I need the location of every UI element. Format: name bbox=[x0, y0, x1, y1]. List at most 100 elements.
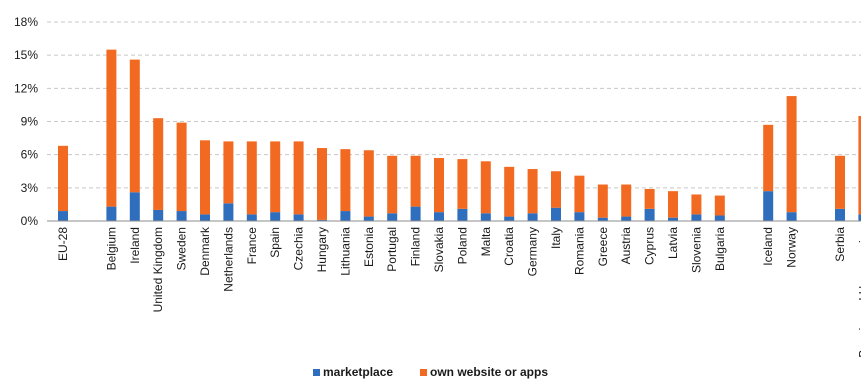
bar-latvia-own-website-or-apps bbox=[668, 191, 678, 218]
x-label-netherlands: Netherlands bbox=[221, 227, 235, 292]
bar-slovenia-own-website-or-apps bbox=[691, 194, 702, 215]
x-label-greece: Greece bbox=[596, 227, 610, 267]
x-label-eu-28: EU-28 bbox=[56, 227, 70, 261]
bar-hungary-own-website-or-apps bbox=[317, 148, 327, 220]
bar-eu-28-marketplace bbox=[58, 211, 68, 221]
bar-finland-own-website-or-apps bbox=[410, 155, 421, 207]
bar-united-kingdom-marketplace bbox=[153, 209, 164, 221]
bar-bulgaria-marketplace bbox=[714, 215, 725, 221]
bar-iceland-marketplace bbox=[763, 191, 774, 221]
x-label-romania: Romania bbox=[572, 227, 586, 275]
y-tick-label-9: 9% bbox=[21, 115, 39, 129]
y-tick-label-18: 18% bbox=[14, 15, 38, 29]
bar-iceland-own-website-or-apps bbox=[763, 124, 774, 192]
legend-swatch-marketplace bbox=[313, 369, 320, 376]
legend-label-own-website-or-apps: own website or apps bbox=[430, 365, 548, 379]
bar-lithuania-own-website-or-apps bbox=[340, 149, 351, 212]
bar-austria-marketplace bbox=[621, 216, 632, 221]
y-tick-label-3: 3% bbox=[21, 181, 39, 195]
x-label-bulgaria: Bulgaria bbox=[713, 227, 727, 271]
bar-romania-own-website-or-apps bbox=[574, 175, 585, 213]
y-tick-label-0: 0% bbox=[21, 214, 39, 228]
bar-ireland-own-website-or-apps bbox=[129, 59, 140, 193]
bar-cyprus-marketplace bbox=[644, 208, 655, 221]
bar-denmark-own-website-or-apps bbox=[200, 140, 210, 215]
x-label-malta: Malta bbox=[479, 227, 493, 257]
legend-swatch-own-website-or-apps bbox=[420, 369, 427, 376]
bar-bosnia-and-herzegovina-own-website-or-apps bbox=[858, 115, 861, 215]
y-tick-label-15: 15% bbox=[14, 48, 38, 62]
bar-ireland-marketplace bbox=[129, 192, 140, 221]
x-label-united-kingdom: United Kingdom bbox=[151, 227, 165, 312]
bar-croatia-marketplace bbox=[504, 216, 515, 221]
bar-italy-own-website-or-apps bbox=[551, 171, 561, 208]
gridlines bbox=[47, 21, 861, 189]
bar-bulgaria-own-website-or-apps bbox=[714, 195, 725, 216]
bar-denmark-marketplace bbox=[200, 214, 210, 221]
bar-netherlands-own-website-or-apps bbox=[223, 141, 234, 204]
bar-czechia-marketplace bbox=[293, 214, 304, 221]
x-label-lithuania: Lithuania bbox=[338, 227, 352, 276]
bar-spain-marketplace bbox=[270, 212, 281, 221]
x-label-latvia: Latvia bbox=[666, 227, 680, 259]
bar-italy-marketplace bbox=[551, 207, 561, 221]
x-label-belgium: Belgium bbox=[104, 227, 118, 270]
bar-serbia-marketplace bbox=[835, 208, 845, 221]
bars bbox=[58, 49, 861, 221]
bar-france-marketplace bbox=[246, 214, 257, 221]
bar-united-kingdom-own-website-or-apps bbox=[153, 118, 164, 210]
bar-hungary-marketplace bbox=[317, 219, 327, 221]
bar-poland-marketplace bbox=[457, 208, 468, 221]
bar-greece-marketplace bbox=[597, 217, 608, 221]
bar-slovakia-own-website-or-apps bbox=[434, 157, 444, 213]
bar-croatia-own-website-or-apps bbox=[504, 166, 515, 217]
x-label-poland: Poland bbox=[455, 227, 469, 264]
bar-serbia-own-website-or-apps bbox=[835, 155, 845, 209]
bar-norway-marketplace bbox=[786, 212, 797, 221]
x-label-croatia: Croatia bbox=[502, 227, 516, 266]
bar-malta-marketplace bbox=[480, 213, 491, 221]
bar-belgium-own-website-or-apps bbox=[106, 49, 117, 207]
x-label-slovakia: Slovakia bbox=[432, 227, 446, 273]
bar-belgium-marketplace bbox=[106, 206, 117, 221]
bar-slovenia-marketplace bbox=[691, 214, 702, 221]
legend: marketplace own website or apps bbox=[313, 365, 548, 379]
bar-finland-marketplace bbox=[410, 206, 421, 221]
x-label-spain: Spain bbox=[268, 227, 282, 258]
x-label-iceland: Iceland bbox=[761, 227, 775, 266]
x-label-hungary: Hungary bbox=[315, 227, 329, 272]
x-label-austria: Austria bbox=[619, 227, 633, 265]
bar-estonia-marketplace bbox=[363, 216, 374, 221]
x-label-finland: Finland bbox=[409, 227, 423, 266]
bar-germany-own-website-or-apps bbox=[527, 169, 538, 214]
bar-portugal-marketplace bbox=[387, 213, 398, 221]
x-label-italy: Italy bbox=[549, 227, 563, 249]
x-label-estonia: Estonia bbox=[362, 227, 376, 267]
x-label-slovenia: Slovenia bbox=[689, 227, 703, 273]
x-label-germany: Germany bbox=[526, 227, 540, 276]
bar-norway-own-website-or-apps bbox=[786, 96, 797, 213]
bar-netherlands-marketplace bbox=[223, 203, 234, 221]
x-label-cyprus: Cyprus bbox=[643, 227, 657, 265]
x-label-czechia: Czechia bbox=[292, 227, 306, 271]
bar-eu-28-own-website-or-apps bbox=[58, 145, 68, 212]
bar-estonia-own-website-or-apps bbox=[363, 150, 374, 217]
y-axis-tick-labels: 0% 3% 6% 9% 12% 15% 18% bbox=[14, 15, 38, 228]
bar-germany-marketplace bbox=[527, 213, 538, 221]
bar-sweden-own-website-or-apps bbox=[176, 122, 187, 212]
bar-romania-marketplace bbox=[574, 212, 585, 221]
x-label-sweden: Sweden bbox=[175, 227, 189, 270]
x-label-ireland: Ireland bbox=[128, 227, 142, 264]
x-label-france: France bbox=[245, 227, 259, 265]
bar-austria-own-website-or-apps bbox=[621, 184, 632, 217]
legend-label-marketplace: marketplace bbox=[323, 365, 393, 379]
x-axis-category-labels: EU-28 Belgium Ireland United Kingdom Sweden D… bbox=[56, 226, 861, 358]
bar-portugal-own-website-or-apps bbox=[387, 155, 398, 214]
x-label-bosnia-and-herzegovina: Bosnia and Herzegovina bbox=[856, 227, 861, 358]
bar-malta-own-website-or-apps bbox=[480, 161, 491, 214]
bar-cyprus-own-website-or-apps bbox=[644, 188, 655, 209]
y-tick-label-6: 6% bbox=[21, 148, 39, 162]
bar-latvia-marketplace bbox=[668, 217, 678, 221]
y-tick-label-12: 12% bbox=[14, 81, 38, 95]
bar-lithuania-marketplace bbox=[340, 211, 351, 221]
